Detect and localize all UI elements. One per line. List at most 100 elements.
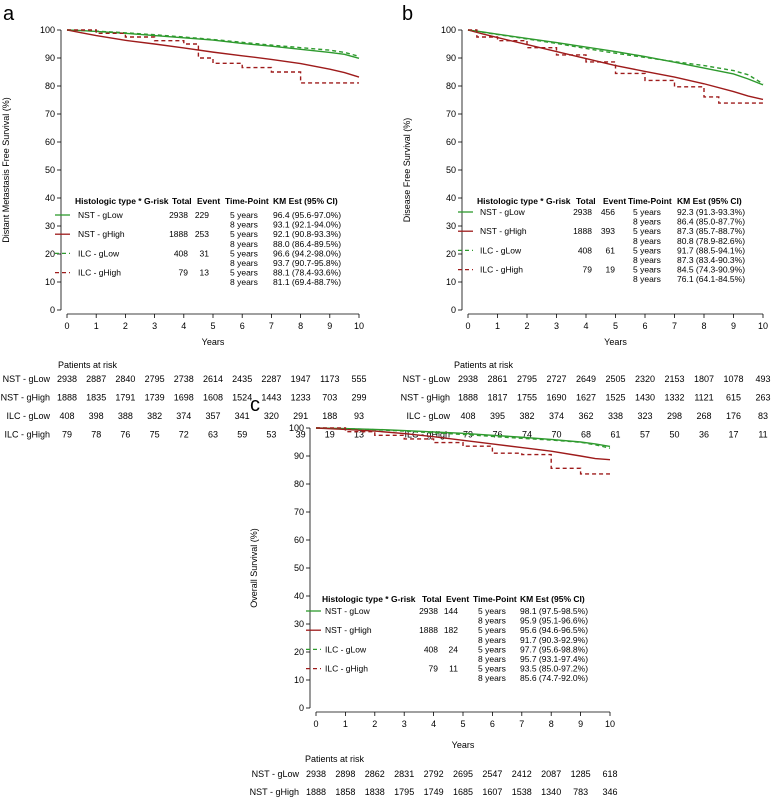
risk-count: 1685 [453,787,473,797]
legend-km-estimate: 91.7 (88.5-94.1%) [677,245,745,255]
legend-km-estimate: 81.1 (69.4-88.7%) [273,277,341,287]
legend-timepoint: 8 years [633,274,661,284]
risk-table-title: Patients at risk [454,360,514,370]
risk-row-label: ILC - gLow [6,411,50,421]
risk-count: 2861 [487,374,507,384]
risk-count: 19 [325,430,335,440]
legend-header: Time-Point [473,594,517,604]
legend-timepoint: 5 years [633,265,661,275]
risk-count: 78 [91,430,101,440]
risk-count: 1173 [320,374,339,384]
legend-total: 79 [429,664,439,674]
legend-event: 31 [200,248,210,258]
y-tick-label: 70 [45,109,55,119]
legend-timepoint: 8 years [633,236,661,246]
y-tick-label: 20 [294,647,304,657]
legend-km-estimate: 91.7 (90.3-92.9%) [520,635,588,645]
y-tick-label: 100 [289,423,304,433]
risk-count: 1947 [291,374,311,384]
series-line-ilc-glow [66,29,360,57]
x-tick-label: 3 [554,321,559,331]
legend-km-estimate: 86.4 (85.0-87.7%) [677,217,745,227]
risk-count: 555 [351,374,366,384]
risk-count: 1443 [261,393,281,403]
y-tick-label: 30 [45,221,55,231]
y-tick-label: 90 [294,451,304,461]
legend-km-estimate: 93.7 (90.7-95.8%) [273,258,341,268]
risk-count: 1838 [365,787,385,797]
legend-event: 61 [606,245,616,255]
risk-count: 362 [578,411,593,421]
risk-count: 1858 [335,787,355,797]
legend-km-estimate: 97.7 (95.6-98.8%) [520,644,588,654]
legend-total: 2938 [419,606,438,616]
legend-timepoint: 8 years [478,635,506,645]
y-tick-label: 30 [294,619,304,629]
y-tick-label: 80 [45,81,55,91]
y-tick-label: 40 [45,193,55,203]
risk-count: 1888 [57,393,77,403]
risk-count: 408 [59,411,74,421]
y-tick-label: 60 [446,137,456,147]
y-tick-label: 0 [451,305,456,315]
legend-km-estimate: 96.4 (95.6-97.0%) [273,210,341,220]
risk-count: 298 [667,411,682,421]
panel-letter: a [3,3,15,25]
risk-count: 1835 [86,393,106,403]
risk-count: 1121 [694,393,713,403]
risk-count: 70 [551,430,561,440]
risk-count: 79 [62,430,72,440]
series-line-nst-ghigh [315,427,611,461]
risk-table-title: Patients at risk [58,360,118,370]
y-tick-label: 50 [45,165,55,175]
risk-count: 395 [490,411,505,421]
y-tick-label: 90 [446,53,456,63]
legend-event: 24 [449,644,459,654]
legend-km-estimate: 98.1 (97.5-98.5%) [520,606,588,616]
y-tick-label: 10 [294,675,304,685]
risk-row-label: NST - gLow [3,374,51,384]
y-tick-label: 80 [294,479,304,489]
legend-event: 19 [606,265,616,275]
risk-count: 2435 [232,374,252,384]
legend-km-estimate: 95.7 (93.1-97.4%) [520,654,588,664]
legend: Histologic type * G-risk Total Event Time-P… [306,594,588,683]
legend-timepoint: 5 years [230,248,258,258]
legend-timepoint: 8 years [478,654,506,664]
y-tick-label: 80 [446,81,456,91]
risk-row-label: ILC - gLow [406,411,450,421]
series-line-ilc-glow [467,29,764,85]
legend-timepoint: 5 years [633,207,661,217]
risk-count: 783 [573,787,588,797]
risk-row-label: NST - gHigh [1,393,50,403]
legend-label: NST - gHigh [325,625,372,635]
legend-km-estimate: 80.8 (78.9-82.6%) [677,236,745,246]
legend: Histologic type * G-risk Total Event Time-P… [458,196,745,284]
risk-count: 1608 [203,393,223,403]
legend-timepoint: 5 years [230,210,258,220]
legend-timepoint: 8 years [478,673,506,683]
risk-count: 1430 [635,393,655,403]
risk-count: 615 [726,393,741,403]
series-line-nst-ghigh [66,29,360,78]
series-line-ilc-ghigh [316,427,610,475]
risk-count: 1888 [458,393,478,403]
legend-total: 79 [179,268,189,278]
legend-timepoint: 5 years [230,268,258,278]
risk-count: 2862 [365,769,385,779]
risk-count: 320 [264,411,279,421]
legend-header: KM Est (95% CI) [677,196,742,206]
y-tick-label: 20 [45,249,55,259]
risk-count: 2153 [664,374,684,384]
series-line-ilc-glow [315,427,611,449]
y-tick-label: 40 [294,591,304,601]
risk-count: 2727 [546,374,566,384]
legend-header: Histologic type * G-risk [75,196,169,206]
legend-timepoint: 8 years [230,220,258,230]
risk-count: 382 [147,411,162,421]
risk-count: 346 [602,787,617,797]
y-tick-label: 60 [45,137,55,147]
x-tick-label: 7 [519,719,524,729]
x-tick-label: 6 [642,321,647,331]
risk-count: 1795 [394,787,414,797]
